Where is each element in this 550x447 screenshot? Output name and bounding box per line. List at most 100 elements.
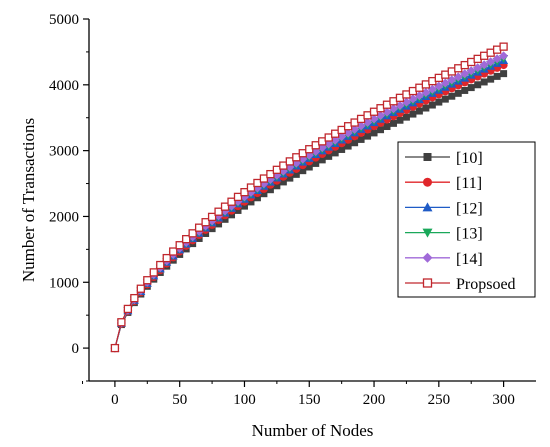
data-point [460,69,470,79]
data-point [389,119,397,127]
x-tick-label: 150 [298,392,321,408]
data-point [194,223,204,232]
data-point [396,116,404,124]
series-propsoed [110,42,508,353]
series-layer [110,42,509,353]
data-point [480,78,488,86]
data-point [409,110,417,118]
data-point [266,169,275,179]
data-point [408,94,418,104]
data-point [401,97,411,107]
data-point [434,81,444,91]
legend-label: Propsoed [456,276,516,293]
x-tick-label: 100 [233,392,256,408]
data-point [143,276,152,285]
legend-label: [12] [456,200,483,217]
legend-item: [12] [405,200,483,217]
data-point [454,89,462,97]
data-point [286,174,294,182]
data-point [259,174,269,183]
data-point [279,161,288,170]
data-point [377,126,385,134]
legend-item: [13] [405,226,483,243]
y-tick-label: 2000 [49,209,79,225]
data-point [499,42,508,51]
data-point [383,123,391,131]
data-point [388,104,398,114]
x-tick-label: 0 [111,392,119,408]
data-point [156,260,165,270]
data-point [423,177,432,187]
data-point [402,113,410,121]
data-point [414,91,424,101]
data-point [435,98,443,106]
data-point [175,241,184,250]
data-point [415,107,423,115]
data-point [240,188,249,197]
legend-label: [11] [456,175,482,192]
data-point [110,343,120,353]
data-point [214,207,223,216]
data-point [364,132,372,140]
data-point [395,100,405,110]
data-point [492,54,502,64]
data-point [466,66,476,76]
data-point [344,142,352,150]
y-tick-label: 0 [72,341,80,357]
data-point [422,104,430,112]
legend-label: [14] [456,251,483,268]
data-point [162,253,171,263]
data-point [318,156,326,164]
data-point [422,202,433,212]
x-tick-label: 50 [172,392,187,408]
data-point [233,192,243,202]
data-point [486,57,496,67]
legend-label: [10] [456,150,483,167]
data-point [440,78,450,88]
data-point [221,215,229,223]
data-point [493,72,501,80]
x-tick-label: 300 [492,392,515,408]
data-point [169,247,178,256]
y-tick-label: 4000 [49,78,79,94]
y-tick-label: 1000 [49,275,79,291]
data-point [240,202,248,210]
axes [82,18,536,387]
data-point [234,206,242,214]
data-point [220,202,230,211]
y-tick-label: 5000 [49,12,79,28]
data-point [247,198,255,206]
legend-item: [14] [405,251,483,268]
data-point [201,218,210,227]
data-point [330,135,340,145]
y-axis-title: Number of Transactions [19,118,38,282]
data-point [228,211,236,219]
data-point [447,75,457,85]
data-point [279,178,287,186]
data-point [324,139,334,149]
data-point [350,124,360,134]
data-point [474,81,482,89]
data-point [272,165,282,174]
data-point [130,293,139,303]
data-point [487,75,495,83]
data-point [428,101,436,109]
data-point [292,170,300,178]
data-point [382,107,392,117]
data-point [188,229,197,238]
data-point [136,284,145,293]
data-point [273,182,281,190]
data-point [441,95,449,103]
legend-item: [11] [405,175,482,192]
data-point [423,153,432,161]
data-point [422,228,433,238]
data-point [253,178,262,188]
data-point [448,92,456,100]
data-point [427,84,437,94]
data-point [351,139,359,147]
data-point [343,128,353,138]
data-point [117,318,126,327]
data-point [337,132,347,142]
legend-box [397,141,536,298]
